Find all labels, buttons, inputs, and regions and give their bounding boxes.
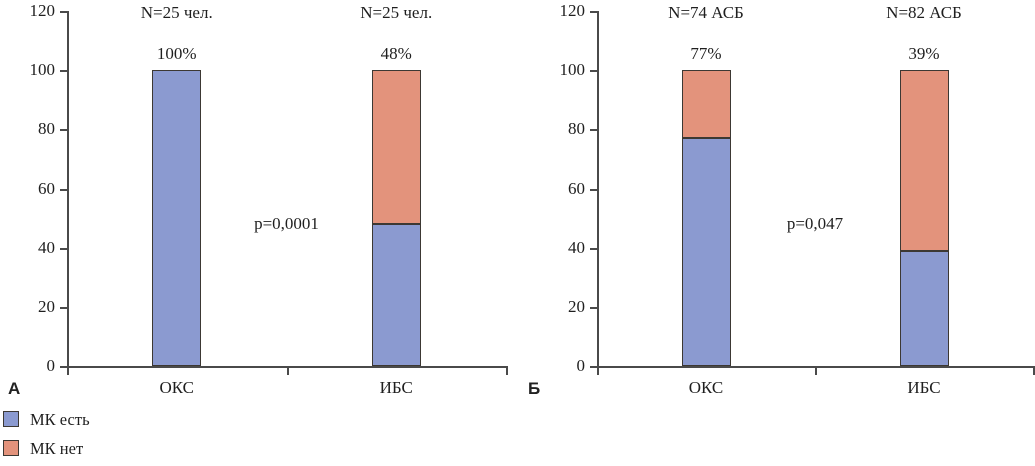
x-tick	[506, 366, 508, 375]
n-count-label: N=74 АСБ	[668, 3, 744, 22]
legend-label-mk-absent: МК нет	[30, 438, 84, 458]
legend: МК есть МК нет	[3, 411, 90, 466]
bar-segment	[899, 70, 949, 251]
p-value-label: p=0,047	[786, 214, 844, 233]
y-tick-label: 60	[38, 178, 55, 198]
y-tick-label: 100	[559, 60, 586, 80]
y-tick-label: 40	[568, 237, 585, 257]
bar-segment	[152, 70, 202, 366]
percent-label: 77%	[690, 44, 722, 63]
y-tick	[590, 188, 597, 191]
bar-segment	[371, 224, 421, 366]
category-label: ИБС	[379, 378, 413, 397]
n-count-label: N=25 чел.	[360, 3, 433, 22]
y-tick-label: 20	[568, 296, 585, 316]
panel-label-a: А	[8, 379, 21, 398]
bar-segment	[681, 138, 731, 366]
y-tick	[590, 70, 597, 73]
y-tick	[590, 129, 597, 132]
y-tick-label: 120	[559, 1, 586, 20]
y-tick-label: 120	[29, 1, 56, 20]
y-tick	[590, 306, 597, 309]
y-axis-line	[67, 11, 69, 366]
y-tick	[60, 247, 67, 250]
bar-segment	[899, 250, 949, 366]
y-tick	[60, 306, 67, 309]
x-tick	[815, 366, 817, 375]
y-axis-line	[597, 11, 599, 366]
percent-label: 100%	[156, 44, 197, 63]
x-tick	[597, 366, 599, 375]
p-value-label: p=0,0001	[254, 214, 319, 233]
n-count-label: N=82 АСБ	[886, 3, 962, 22]
bar-segment	[681, 70, 731, 139]
category-label: ОКС	[159, 378, 195, 397]
y-tick-label: 80	[568, 119, 585, 139]
category-label: ИБС	[907, 378, 941, 397]
y-tick-label: 0	[46, 356, 56, 375]
panel-label-b: Б	[528, 379, 541, 398]
x-tick	[1033, 366, 1035, 375]
legend-item-mk-absent: МК нет	[3, 438, 90, 458]
percent-label: 48%	[380, 44, 412, 63]
legend-item-mk-present: МК есть	[3, 409, 90, 429]
category-label: ОКС	[688, 378, 724, 397]
legend-label-mk-present: МК есть	[30, 409, 90, 429]
y-tick-label: 60	[568, 178, 585, 198]
percent-label: 39%	[908, 44, 940, 63]
legend-swatch-blue-icon	[3, 411, 19, 427]
y-tick	[590, 247, 597, 250]
y-tick	[60, 188, 67, 191]
y-tick	[60, 366, 67, 368]
legend-swatch-salmon-icon	[3, 440, 19, 456]
y-tick-label: 40	[38, 237, 55, 257]
y-tick	[590, 11, 597, 13]
y-tick	[60, 70, 67, 73]
y-tick	[60, 129, 67, 132]
y-tick-label: 100	[29, 60, 56, 80]
y-tick	[590, 366, 597, 368]
y-tick-label: 80	[38, 119, 55, 139]
y-tick	[60, 11, 67, 13]
x-tick	[67, 366, 69, 375]
y-tick-label: 0	[576, 356, 586, 375]
x-tick	[286, 366, 289, 375]
n-count-label: N=25 чел.	[140, 3, 213, 22]
bar-segment	[371, 70, 421, 224]
y-tick-label: 20	[38, 296, 55, 316]
